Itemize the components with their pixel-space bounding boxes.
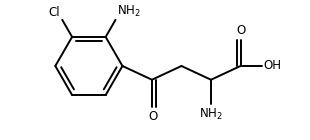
Text: Cl: Cl [49, 6, 60, 19]
Text: O: O [148, 110, 157, 123]
Text: NH$_2$: NH$_2$ [199, 107, 223, 122]
Text: NH$_2$: NH$_2$ [117, 4, 141, 19]
Text: OH: OH [263, 60, 281, 73]
Text: O: O [236, 24, 245, 37]
